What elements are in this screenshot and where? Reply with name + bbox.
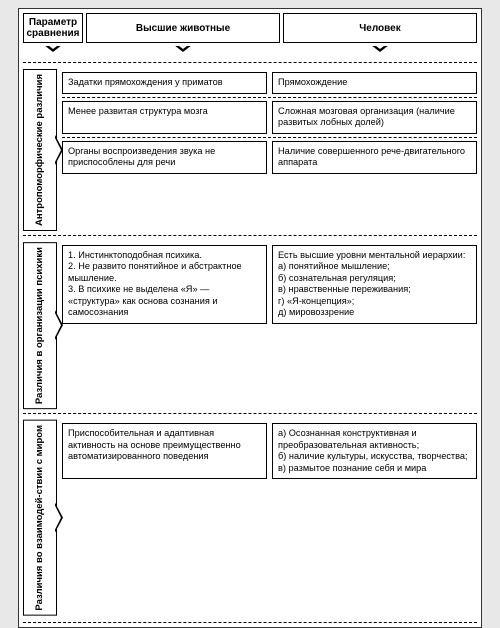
comparison-table: Параметр сравнения Высшие животные Челов… [18, 8, 482, 628]
cell-animals: Приспособительная и адаптивная активност… [62, 423, 267, 479]
header-animals: Высшие животные [86, 13, 280, 43]
rows-wrap: Приспособительная и адаптивная активност… [62, 420, 477, 616]
section: Антропоморфические различияЗадатки прямо… [23, 62, 477, 235]
section-label: Различия в организации психики [23, 242, 57, 409]
cell-human: Прямохождение [272, 72, 477, 94]
cell-animals: Органы воспроизведения звука не приспосо… [62, 141, 267, 174]
section: Различия во взаимодей-ствии с миромПрисп… [23, 413, 477, 623]
cell-human: Наличие совершенного рече-двигательного … [272, 141, 477, 174]
section: Различия в организации психики1. Инстинк… [23, 235, 477, 413]
cell-animals: 1. Инстинктоподобная психика. 2. Не разв… [62, 245, 267, 324]
sections: Антропоморфические различияЗадатки прямо… [23, 62, 477, 623]
header-human: Человек [283, 13, 477, 43]
chevron-icon [23, 46, 83, 56]
chevron-row [23, 46, 477, 56]
section-label: Антропоморфические различия [23, 69, 57, 231]
rows-wrap: 1. Инстинктоподобная психика. 2. Не разв… [62, 242, 477, 409]
cell-human: а) Осознанная конструктивная и преобразо… [272, 423, 477, 479]
table-row: Задатки прямохождения у приматовПрямохож… [62, 69, 477, 98]
header-row: Параметр сравнения Высшие животные Челов… [23, 13, 477, 43]
section-label: Различия во взаимодей-ствии с миром [23, 420, 57, 616]
table-row: 1. Инстинктоподобная психика. 2. Не разв… [62, 242, 477, 327]
cell-animals: Менее развитая структура мозга [62, 101, 267, 134]
rows-wrap: Задатки прямохождения у приматовПрямохож… [62, 69, 477, 231]
cell-human: Есть высшие уровни ментальной иерархии: … [272, 245, 477, 324]
chevron-icon [86, 46, 280, 56]
table-row: Приспособительная и адаптивная активност… [62, 420, 477, 482]
table-row: Органы воспроизведения звука не приспосо… [62, 138, 477, 177]
header-param: Параметр сравнения [23, 13, 83, 43]
chevron-icon [283, 46, 477, 56]
cell-human: Сложная мозговая организация (наличие ра… [272, 101, 477, 134]
table-row: Менее развитая структура мозгаСложная мо… [62, 98, 477, 138]
cell-animals: Задатки прямохождения у приматов [62, 72, 267, 94]
